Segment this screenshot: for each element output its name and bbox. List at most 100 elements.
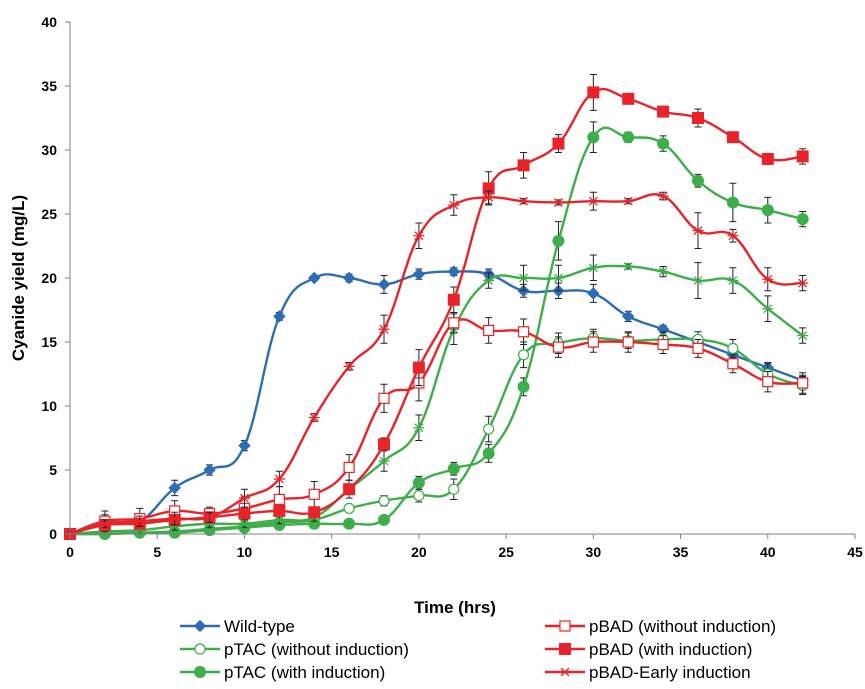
series-markers: [64, 86, 809, 540]
legend-item: pTAC (without induction): [180, 640, 409, 659]
legend-marker: [194, 643, 206, 655]
data-point: [447, 265, 460, 278]
data-point: [378, 438, 390, 451]
series-line: [69, 264, 804, 536]
series-line: [69, 193, 803, 536]
data-point: [378, 456, 390, 466]
series-6: [64, 190, 809, 539]
data-point: [692, 226, 704, 236]
data-point: [203, 463, 216, 477]
data-point: [168, 481, 181, 495]
data-point: [727, 231, 739, 241]
legend-marker: [559, 667, 571, 677]
data-point: [517, 326, 530, 338]
data-point: [308, 506, 321, 519]
data-point: [517, 159, 530, 172]
legend-label: pTAC (without induction): [224, 640, 409, 659]
data-point: [762, 376, 774, 388]
data-point: [796, 213, 809, 226]
legend-label: pBAD (without induction): [589, 617, 776, 636]
data-point: [343, 361, 355, 371]
series-line: [69, 87, 803, 536]
data-point: [518, 273, 530, 283]
legend-marker: [194, 666, 206, 678]
data-point: [692, 342, 704, 354]
data-point: [657, 105, 670, 118]
y-tick-label: 15: [41, 334, 57, 350]
data-point: [447, 462, 460, 475]
legend-item: pTAC-Early induction: [224, 686, 383, 689]
error-bars: [66, 190, 807, 535]
data-point: [622, 310, 635, 323]
data-point: [238, 507, 251, 520]
data-point: [483, 324, 495, 337]
data-point: [727, 276, 739, 286]
data-point: [273, 515, 285, 525]
x-tick-label: 40: [760, 544, 776, 560]
x-tick-label: 25: [498, 544, 514, 560]
data-point: [552, 137, 565, 150]
data-point: [169, 514, 181, 524]
data-point: [552, 234, 565, 247]
x-tick-label: 30: [586, 544, 602, 560]
error-bars: [66, 267, 807, 535]
data-point: [622, 262, 634, 271]
legend-marker: [193, 619, 207, 633]
data-point: [796, 150, 809, 163]
data-point: [99, 519, 111, 529]
x-tick-label: 45: [847, 544, 863, 560]
data-point: [238, 519, 250, 529]
data-point: [238, 493, 250, 503]
data-point: [587, 336, 599, 348]
series-3: [64, 254, 809, 539]
series-line: [69, 126, 803, 536]
data-point: [308, 413, 320, 422]
legend-marker: [559, 643, 571, 655]
y-tick-label: 0: [49, 526, 57, 542]
y-tick-label: 30: [41, 142, 57, 158]
data-point: [343, 483, 356, 496]
legend-label: Wild-type: [224, 617, 295, 636]
data-point: [726, 131, 739, 144]
data-point: [308, 488, 320, 500]
data-point: [134, 516, 146, 526]
error-bars: [66, 328, 807, 535]
data-point: [343, 461, 355, 474]
data-point: [517, 380, 530, 393]
data-point: [273, 310, 286, 323]
x-tick-label: 20: [411, 544, 427, 560]
data-point: [447, 293, 460, 306]
data-point: [622, 336, 634, 348]
data-point: [378, 513, 390, 526]
data-point: [517, 349, 530, 361]
data-point: [204, 512, 216, 522]
legend-label: pBAD-Early induction: [589, 663, 751, 682]
y-tick-label: 25: [41, 206, 57, 222]
axes: 0 5 10 15 20 25 30 35 40 45 0 5 10 15 20 25 30 35 40: [41, 14, 863, 560]
data-point: [552, 341, 565, 353]
data-point: [692, 174, 704, 187]
data-point: [343, 502, 355, 514]
data-point: [413, 490, 425, 502]
x-axis-title: Time (hrs): [414, 598, 496, 617]
data-point: [518, 196, 530, 206]
data-point: [622, 196, 634, 206]
data-point: [552, 198, 564, 207]
series-line: [69, 336, 804, 536]
data-point: [657, 137, 670, 150]
data-point: [587, 196, 599, 206]
data-point: [587, 131, 600, 144]
data-point: [483, 423, 495, 435]
data-point: [412, 361, 425, 374]
y-tick-label: 10: [41, 398, 57, 414]
legend-marker: [559, 620, 571, 632]
series-4: [64, 312, 809, 540]
data-point: [378, 324, 390, 334]
data-point: [622, 92, 635, 105]
data-point: [587, 287, 600, 300]
y-axis-title: Cyanide yield (mg/L): [9, 195, 28, 361]
data-point: [797, 377, 809, 389]
data-point: [412, 267, 426, 281]
data-point: [727, 358, 739, 370]
